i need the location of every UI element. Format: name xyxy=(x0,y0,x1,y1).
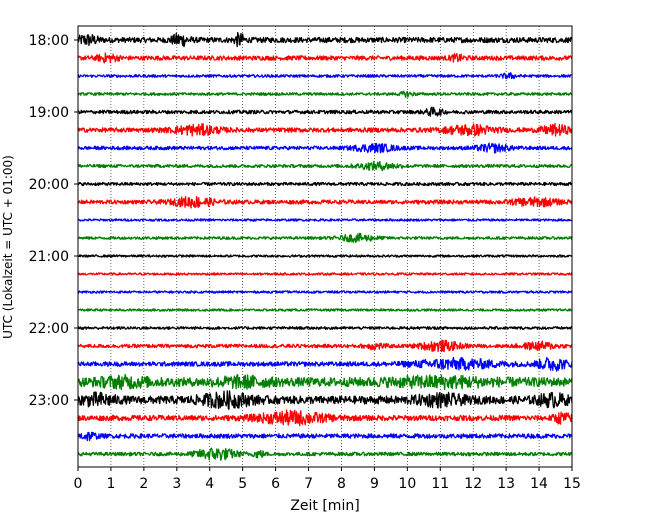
x-tick-label: 3 xyxy=(172,476,181,492)
seismic-trace-2300 xyxy=(77,390,573,410)
seismic-trace-1800 xyxy=(77,31,573,48)
y-axis-title: UTC (Lokalzeit = UTC + 01:00) xyxy=(1,155,15,339)
x-tick-label: 9 xyxy=(370,476,379,492)
seismic-trace-2100 xyxy=(77,254,573,258)
y-tick-label: 18:00 xyxy=(29,33,69,49)
seismic-trace-1830 xyxy=(77,72,573,80)
y-axis: 18:00 19:00 20:00 21:00 22:00 23:00 xyxy=(29,33,78,409)
seismic-trace-2315 xyxy=(77,409,573,427)
seismic-trace-1930 xyxy=(77,142,573,154)
seismic-trace-1915 xyxy=(77,122,573,137)
y-tick-label: 21:00 xyxy=(29,249,69,265)
x-axis: 0 1 2 3 4 5 6 7 8 9 10 11 12 13 14 15 xyxy=(74,467,581,492)
y-tick-label: 22:00 xyxy=(29,321,69,337)
x-tick-label: 2 xyxy=(139,476,148,492)
x-tick-label: 8 xyxy=(337,476,346,492)
x-tick-label: 4 xyxy=(205,476,214,492)
seismic-trace-1900 xyxy=(77,106,573,117)
x-tick-label: 1 xyxy=(106,476,115,492)
plot-frame xyxy=(77,25,573,468)
x-tick-label: 6 xyxy=(271,476,280,492)
x-tick-label: 15 xyxy=(563,476,581,492)
x-tick-label: 11 xyxy=(431,476,449,492)
x-tick-label: 0 xyxy=(74,476,83,492)
seismic-trace-2230 xyxy=(77,356,573,372)
x-tick-label: 7 xyxy=(304,476,313,492)
trace-group xyxy=(77,31,573,461)
seismic-trace-1845 xyxy=(77,90,573,99)
seismic-trace-2345 xyxy=(77,447,573,461)
x-tick-label: 13 xyxy=(497,476,515,492)
seismic-trace-2245 xyxy=(77,373,573,391)
y-tick-label: 23:00 xyxy=(29,393,69,409)
seismic-trace-2215 xyxy=(77,339,573,353)
seismic-trace-2115 xyxy=(77,272,573,276)
seismic-trace-2015 xyxy=(77,196,573,209)
y-tick-label: 19:00 xyxy=(29,105,69,121)
seismic-trace-2045 xyxy=(77,232,573,244)
seismic-trace-2000 xyxy=(77,181,573,187)
x-tick-label: 12 xyxy=(464,476,482,492)
x-tick-label: 10 xyxy=(398,476,416,492)
seismic-trace-2030 xyxy=(77,218,573,222)
x-axis-title: Zeit [min] xyxy=(290,498,359,514)
seismic-trace-2145 xyxy=(77,308,573,312)
x-tick-label: 14 xyxy=(530,476,548,492)
seismic-trace-2130 xyxy=(77,290,573,294)
y-tick-label: 20:00 xyxy=(29,177,69,193)
x-tick-label: 5 xyxy=(238,476,247,492)
seismic-trace-2330 xyxy=(77,431,573,442)
seismic-trace-2200 xyxy=(77,326,573,330)
seismic-trace-1945 xyxy=(77,160,573,172)
seismic-trace-1815 xyxy=(77,52,573,64)
